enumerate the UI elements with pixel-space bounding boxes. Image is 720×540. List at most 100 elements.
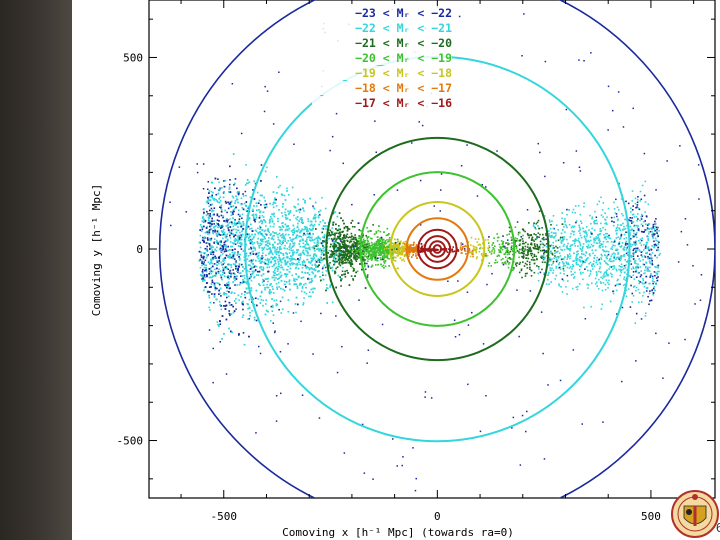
galaxy-point <box>223 228 225 231</box>
galaxy-point <box>647 266 649 269</box>
galaxy-point <box>229 206 232 208</box>
galaxy-point <box>615 258 617 261</box>
galaxy-point <box>237 229 239 232</box>
galaxy-point <box>380 263 382 266</box>
galaxy-point <box>208 217 210 220</box>
galaxy-point <box>318 259 321 261</box>
galaxy-point <box>526 232 529 235</box>
galaxy-point <box>610 240 613 243</box>
galaxy-point <box>338 257 341 260</box>
galaxy-point <box>282 235 285 237</box>
galaxy-point <box>214 231 216 233</box>
galaxy-point <box>303 297 305 299</box>
galaxy-point <box>471 252 474 255</box>
galaxy-point <box>275 266 278 269</box>
galaxy-point <box>333 212 335 214</box>
galaxy-point <box>315 245 318 247</box>
galaxy-point <box>243 343 246 346</box>
galaxy-point <box>367 230 369 233</box>
galaxy-point <box>420 243 423 245</box>
galaxy-point <box>258 246 261 249</box>
galaxy-point <box>211 279 214 282</box>
galaxy-point <box>201 220 204 222</box>
galaxy-point <box>207 239 209 241</box>
galaxy-point <box>275 282 278 285</box>
galaxy-point <box>230 245 232 248</box>
galaxy-point <box>613 208 616 210</box>
galaxy-point <box>264 258 267 261</box>
galaxy-point <box>350 259 352 261</box>
galaxy-point <box>545 283 548 285</box>
galaxy-point <box>370 237 372 240</box>
galaxy-point <box>234 234 237 236</box>
galaxy-point <box>232 233 234 235</box>
galaxy-point <box>304 243 307 246</box>
galaxy-point <box>301 228 303 231</box>
galaxy-point <box>271 213 273 215</box>
galaxy-point <box>207 198 210 201</box>
galaxy-point <box>302 246 304 248</box>
galaxy-point <box>241 233 244 236</box>
galaxy-point <box>229 234 231 237</box>
galaxy-point <box>291 246 294 248</box>
galaxy-point <box>293 214 295 217</box>
galaxy-point <box>250 287 253 289</box>
galaxy-point <box>287 240 289 242</box>
galaxy-point <box>277 238 280 241</box>
galaxy-point <box>315 228 317 230</box>
galaxy-point <box>255 202 258 204</box>
galaxy-point <box>645 245 647 248</box>
galaxy-point <box>218 215 220 218</box>
galaxy-point <box>302 264 304 266</box>
galaxy-point <box>227 295 230 298</box>
galaxy-point <box>270 249 272 252</box>
galaxy-point <box>598 238 601 240</box>
galaxy-point <box>279 229 281 231</box>
galaxy-point <box>211 262 213 265</box>
galaxy-point <box>376 236 379 238</box>
galaxy-point <box>639 266 642 268</box>
galaxy-point <box>276 192 278 194</box>
galaxy-point <box>235 265 237 268</box>
galaxy-point <box>263 204 266 206</box>
galaxy-point <box>266 248 268 251</box>
galaxy-point <box>202 279 204 281</box>
galaxy-point <box>265 254 267 257</box>
galaxy-point <box>313 208 316 210</box>
galaxy-point <box>209 225 211 228</box>
galaxy-point <box>261 241 264 243</box>
galaxy-point <box>274 274 276 277</box>
galaxy-point <box>380 236 383 239</box>
galaxy-point <box>224 220 227 223</box>
galaxy-point <box>277 261 280 263</box>
galaxy-point <box>524 272 527 275</box>
galaxy-point <box>630 254 633 257</box>
galaxy-point <box>205 270 208 273</box>
galaxy-point <box>224 209 226 212</box>
galaxy-point <box>320 259 322 261</box>
galaxy-point <box>220 214 223 217</box>
galaxy-point <box>239 253 241 256</box>
galaxy-point <box>324 274 327 277</box>
galaxy-point <box>259 295 262 298</box>
galaxy-point <box>259 215 261 217</box>
galaxy-point <box>238 264 241 266</box>
galaxy-point <box>251 230 254 232</box>
galaxy-point <box>219 244 222 246</box>
galaxy-point <box>284 240 287 242</box>
galaxy-point <box>270 216 272 218</box>
galaxy-point <box>587 269 589 272</box>
galaxy-point <box>284 233 287 236</box>
galaxy-point <box>229 203 232 206</box>
galaxy-point <box>640 270 642 272</box>
galaxy-point <box>353 256 355 258</box>
galaxy-point <box>311 229 313 231</box>
galaxy-point <box>574 245 577 247</box>
galaxy-point <box>286 217 289 220</box>
galaxy-point <box>317 216 320 219</box>
galaxy-point <box>213 241 216 243</box>
galaxy-point <box>447 248 450 250</box>
galaxy-point <box>290 255 293 258</box>
galaxy-point <box>296 262 298 265</box>
galaxy-point <box>232 281 234 283</box>
